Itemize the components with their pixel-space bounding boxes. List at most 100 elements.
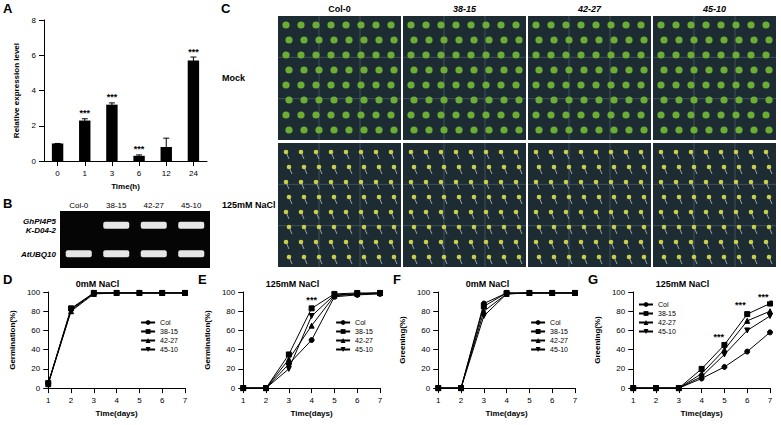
svg-text:100: 100 xyxy=(612,288,626,297)
svg-text:1: 1 xyxy=(83,169,88,178)
svg-text:Time(days): Time(days) xyxy=(486,409,528,418)
svg-text:45-10: 45-10 xyxy=(550,346,568,353)
svg-text:6: 6 xyxy=(550,396,555,405)
svg-text:2: 2 xyxy=(459,396,464,405)
svg-text:2: 2 xyxy=(69,396,74,405)
svg-text:F: F xyxy=(393,272,401,287)
svg-text:***: *** xyxy=(306,295,317,305)
svg-text:Col: Col xyxy=(160,319,171,326)
svg-text:3: 3 xyxy=(287,396,292,405)
svg-text:4: 4 xyxy=(114,396,119,405)
svg-text:7: 7 xyxy=(768,396,773,405)
svg-text:60: 60 xyxy=(421,326,430,335)
svg-text:Mock: Mock xyxy=(222,73,246,83)
svg-text:2: 2 xyxy=(32,121,37,130)
svg-text:100: 100 xyxy=(417,288,431,297)
svg-text:20: 20 xyxy=(616,364,625,373)
svg-text:60: 60 xyxy=(31,326,40,335)
svg-text:4: 4 xyxy=(699,396,704,405)
svg-text:38-15: 38-15 xyxy=(550,328,568,335)
svg-text:4: 4 xyxy=(504,396,509,405)
svg-text:AtUBQ10: AtUBQ10 xyxy=(20,250,57,259)
svg-text:42-27: 42-27 xyxy=(355,337,373,344)
svg-text:20: 20 xyxy=(421,364,430,373)
svg-text:Germination(%): Germination(%) xyxy=(203,310,212,370)
svg-text:2: 2 xyxy=(654,396,659,405)
svg-text:3: 3 xyxy=(92,396,97,405)
svg-text:0: 0 xyxy=(55,169,60,178)
svg-text:38-15: 38-15 xyxy=(355,328,373,335)
svg-text:7: 7 xyxy=(378,396,383,405)
svg-text:5: 5 xyxy=(332,396,337,405)
svg-text:0: 0 xyxy=(426,384,431,393)
svg-text:B: B xyxy=(3,196,12,211)
svg-text:80: 80 xyxy=(31,307,40,316)
svg-text:38-15: 38-15 xyxy=(658,310,676,317)
svg-text:6: 6 xyxy=(137,169,142,178)
svg-text:Time(days): Time(days) xyxy=(291,409,333,418)
svg-text:5: 5 xyxy=(722,396,727,405)
svg-text:Col-0: Col-0 xyxy=(328,4,351,14)
svg-text:80: 80 xyxy=(421,307,430,316)
svg-text:7: 7 xyxy=(183,396,188,405)
svg-text:***: *** xyxy=(107,92,118,102)
svg-text:3: 3 xyxy=(482,396,487,405)
svg-text:4: 4 xyxy=(32,86,37,95)
svg-text:A: A xyxy=(3,1,13,16)
svg-text:8: 8 xyxy=(32,16,37,25)
svg-text:1: 1 xyxy=(631,396,636,405)
svg-text:D: D xyxy=(3,272,12,287)
svg-text:80: 80 xyxy=(226,307,235,316)
svg-text:45-10: 45-10 xyxy=(181,201,202,210)
svg-text:5: 5 xyxy=(527,396,532,405)
svg-text:20: 20 xyxy=(226,364,235,373)
svg-text:12: 12 xyxy=(162,169,171,178)
svg-text:Time(days): Time(days) xyxy=(681,409,723,418)
svg-text:100: 100 xyxy=(222,288,236,297)
svg-text:4: 4 xyxy=(309,396,314,405)
svg-text:42-27: 42-27 xyxy=(658,319,676,326)
svg-text:40: 40 xyxy=(31,345,40,354)
svg-text:6: 6 xyxy=(160,396,165,405)
svg-text:6: 6 xyxy=(355,396,360,405)
svg-text:***: *** xyxy=(134,144,145,154)
svg-text:80: 80 xyxy=(616,307,625,316)
svg-text:***: *** xyxy=(188,47,199,57)
svg-text:Relative expression level: Relative expression level xyxy=(12,43,21,138)
svg-text:0mM NaCl: 0mM NaCl xyxy=(76,279,120,289)
svg-text:0mM NaCl: 0mM NaCl xyxy=(466,279,510,289)
svg-text:E: E xyxy=(198,272,207,287)
svg-text:38-15: 38-15 xyxy=(106,201,127,210)
svg-text:6: 6 xyxy=(745,396,750,405)
svg-text:38-15: 38-15 xyxy=(453,4,477,14)
svg-text:***: *** xyxy=(735,300,746,310)
svg-text:Greening(%): Greening(%) xyxy=(593,316,602,364)
svg-text:6: 6 xyxy=(32,51,37,60)
svg-text:Col: Col xyxy=(658,301,669,308)
svg-text:20: 20 xyxy=(31,364,40,373)
svg-text:7: 7 xyxy=(573,396,578,405)
svg-text:42-27: 42-27 xyxy=(577,4,602,14)
svg-text:42-27: 42-27 xyxy=(160,337,178,344)
svg-text:C: C xyxy=(221,1,231,16)
svg-text:5: 5 xyxy=(137,396,142,405)
svg-text:125mM NaCl: 125mM NaCl xyxy=(266,279,320,289)
svg-text:1: 1 xyxy=(436,396,441,405)
svg-text:42-27: 42-27 xyxy=(144,201,165,210)
svg-text:45-10: 45-10 xyxy=(658,328,676,335)
svg-text:***: *** xyxy=(79,108,90,118)
svg-text:0: 0 xyxy=(231,384,236,393)
svg-text:***: *** xyxy=(713,332,724,342)
svg-text:GhPI4P5K-D04-2: GhPI4P5K-D04-2 xyxy=(23,217,56,235)
svg-text:3: 3 xyxy=(110,169,115,178)
svg-text:38-15: 38-15 xyxy=(160,328,178,335)
svg-text:45-10: 45-10 xyxy=(702,4,726,14)
svg-text:0: 0 xyxy=(32,157,37,166)
svg-text:40: 40 xyxy=(616,345,625,354)
svg-text:100: 100 xyxy=(27,288,41,297)
svg-text:2: 2 xyxy=(264,396,269,405)
svg-text:1: 1 xyxy=(241,396,246,405)
svg-text:42-27: 42-27 xyxy=(550,337,568,344)
svg-text:G: G xyxy=(588,272,598,287)
svg-text:45-10: 45-10 xyxy=(160,346,178,353)
